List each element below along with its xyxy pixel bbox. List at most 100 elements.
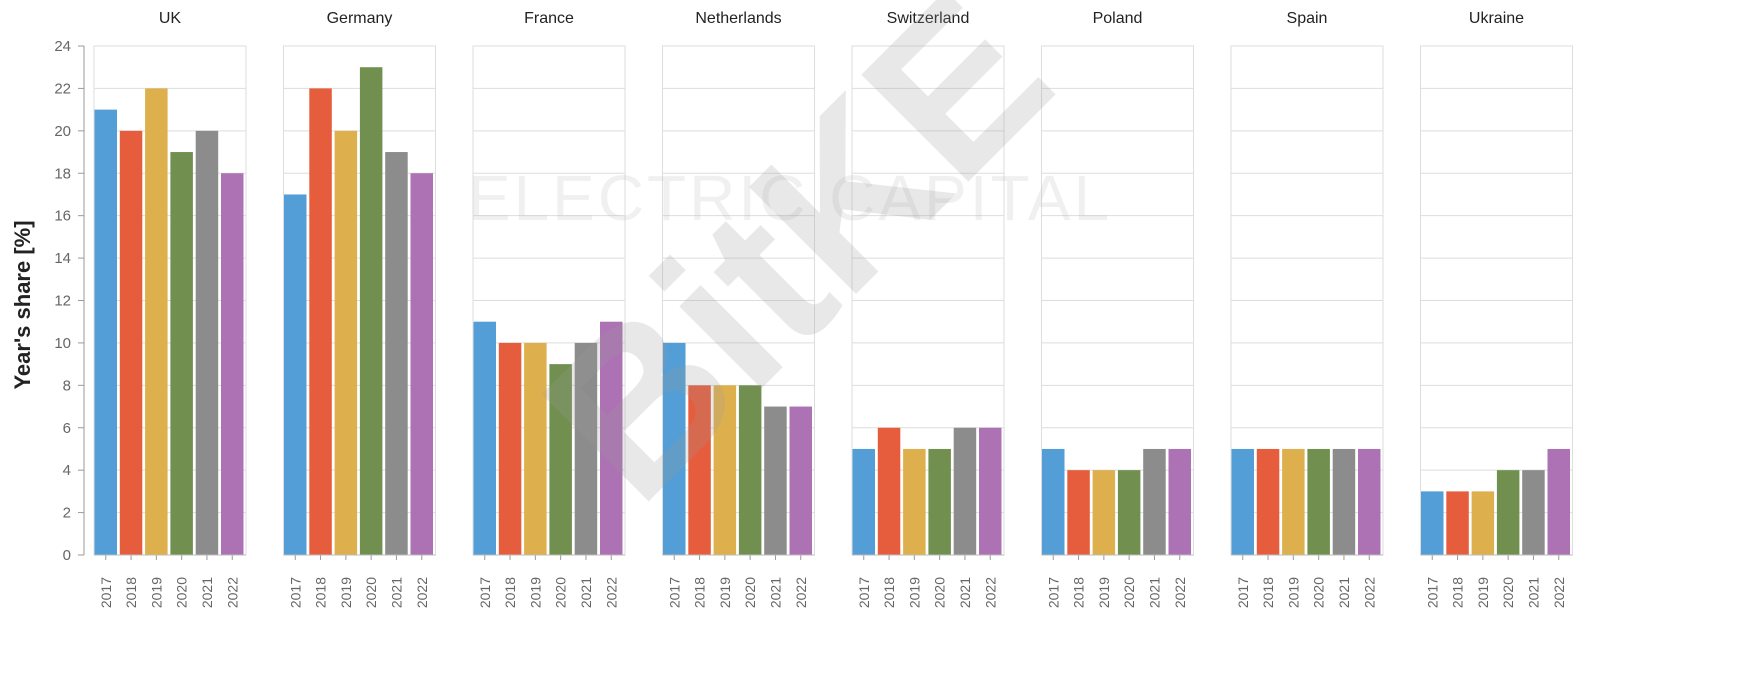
bar xyxy=(1496,470,1520,555)
x-tick-label: 2019 xyxy=(338,577,354,608)
x-tick-label: 2017 xyxy=(856,577,872,608)
panel-title: Switzerland xyxy=(887,10,970,27)
x-tick-label: 2019 xyxy=(906,577,922,608)
x-tick-label: 2022 xyxy=(793,577,809,608)
x-tick-label: 2018 xyxy=(881,577,897,608)
y-tick-label: 6 xyxy=(63,420,71,437)
x-tick-label: 2022 xyxy=(603,577,619,608)
bar xyxy=(1067,470,1090,555)
y-tick-label: 16 xyxy=(54,208,71,225)
bar xyxy=(549,364,572,555)
y-tick-label: 0 xyxy=(63,547,71,564)
bar xyxy=(1117,470,1141,555)
y-tick-label: 2 xyxy=(63,505,71,522)
bar xyxy=(284,194,307,556)
x-tick-label: 2021 xyxy=(957,577,973,608)
y-tick-label: 8 xyxy=(63,377,71,394)
x-tick-label: 2021 xyxy=(767,577,783,608)
y-tick-label: 22 xyxy=(54,80,71,97)
x-tick-label: 2019 xyxy=(1285,577,1301,608)
x-tick-label: 2017 xyxy=(1235,577,1251,608)
bar xyxy=(309,88,332,556)
panel-title: UK xyxy=(159,10,182,27)
x-tick-label: 2017 xyxy=(666,577,682,608)
x-tick-label: 2018 xyxy=(1071,577,1087,608)
x-tick-label: 2018 xyxy=(1450,577,1466,608)
x-tick-label: 2017 xyxy=(477,577,493,608)
y-axis-label: Year's share [%] xyxy=(10,220,35,389)
x-tick-label: 2018 xyxy=(313,577,329,608)
panel-title: Ukraine xyxy=(1469,10,1524,27)
x-tick-label: 2017 xyxy=(1045,577,1061,608)
x-tick-label: 2018 xyxy=(123,577,139,608)
bar xyxy=(1282,448,1305,555)
bar xyxy=(524,342,547,555)
x-tick-label: 2020 xyxy=(932,577,948,608)
x-tick-label: 2019 xyxy=(1475,577,1491,608)
bar xyxy=(145,88,168,556)
y-tick-label: 24 xyxy=(54,38,71,55)
bar xyxy=(1522,470,1545,555)
x-tick-label: 2021 xyxy=(199,577,215,608)
bar xyxy=(410,173,433,555)
bar xyxy=(1042,448,1065,555)
bar xyxy=(119,130,143,556)
x-tick-label: 2021 xyxy=(388,577,404,608)
x-tick-label: 2019 xyxy=(1096,577,1112,608)
bar xyxy=(1256,448,1280,555)
x-tick-label: 2020 xyxy=(742,577,758,608)
bar xyxy=(1332,448,1356,555)
bar xyxy=(738,385,762,555)
bar xyxy=(385,152,408,555)
y-tick-label: 18 xyxy=(54,165,71,182)
x-tick-label: 2022 xyxy=(1172,577,1188,608)
x-tick-label: 2019 xyxy=(527,577,543,608)
y-tick-label: 20 xyxy=(54,123,71,140)
bar xyxy=(473,321,496,555)
watermark-small: ELECTRIC CAPITAL xyxy=(468,162,1112,234)
bar xyxy=(574,342,598,555)
bar xyxy=(713,385,737,555)
bar xyxy=(1092,470,1116,555)
x-tick-label: 2018 xyxy=(1260,577,1276,608)
panel-title: Netherlands xyxy=(695,10,781,27)
x-tick-label: 2022 xyxy=(224,577,240,608)
x-tick-label: 2020 xyxy=(174,577,190,608)
bar xyxy=(1143,448,1166,555)
x-tick-label: 2017 xyxy=(287,577,303,608)
x-tick-label: 2018 xyxy=(502,577,518,608)
x-tick-label: 2021 xyxy=(1525,577,1541,608)
grid-layer xyxy=(93,45,1573,556)
bar xyxy=(688,385,711,555)
x-tick-label: 2017 xyxy=(1424,577,1440,608)
x-tick-label: 2020 xyxy=(553,577,569,608)
panel-title: France xyxy=(524,10,574,27)
panel-title: Spain xyxy=(1287,10,1328,27)
bar xyxy=(953,427,977,555)
bar xyxy=(221,173,244,555)
bar xyxy=(1358,448,1381,555)
bar xyxy=(1446,491,1469,555)
bar xyxy=(334,130,358,556)
x-tick-label: 2019 xyxy=(148,577,164,608)
x-tick-label: 2020 xyxy=(1311,577,1327,608)
x-tick-label: 2019 xyxy=(717,577,733,608)
x-tick-label: 2020 xyxy=(363,577,379,608)
x-tick-label: 2017 xyxy=(98,577,114,608)
x-tick-label: 2022 xyxy=(1551,577,1567,608)
x-tick-label: 2022 xyxy=(982,577,998,608)
bar xyxy=(1307,448,1330,555)
x-tick-label: 2021 xyxy=(578,577,594,608)
bar xyxy=(852,448,875,555)
y-tick-label: 10 xyxy=(54,335,71,352)
x-tick-label: 2021 xyxy=(1146,577,1162,608)
x-tick-label: 2018 xyxy=(692,577,708,608)
bar xyxy=(928,448,951,555)
bar xyxy=(600,321,623,555)
bar xyxy=(498,342,522,555)
bar xyxy=(195,130,219,556)
y-tick-label: 12 xyxy=(54,293,71,310)
y-tick-label: 4 xyxy=(63,462,71,479)
bar xyxy=(663,342,686,555)
